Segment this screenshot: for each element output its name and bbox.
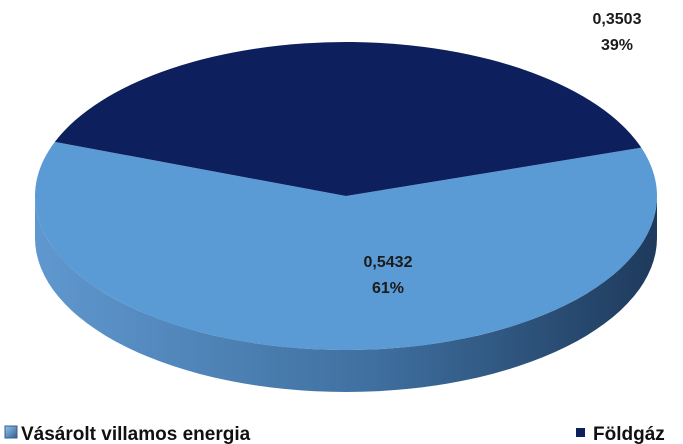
legend-label-villamos: Vásárolt villamos energia <box>21 424 251 444</box>
pie-top <box>34 42 658 351</box>
slice-value-label-2: 0,3503 <box>593 11 642 28</box>
legend-item-villamos: Vásárolt villamos energia <box>4 424 251 444</box>
legend-label-foldgaz: Földgáz <box>593 424 665 444</box>
legend-swatch-villamos <box>4 425 18 439</box>
pie-side-wall <box>35 196 657 392</box>
legend: Vásárolt villamos energia Földgáz <box>4 424 665 444</box>
pie-slice-villamos <box>34 141 658 351</box>
slice-percent-label-2: 39% <box>601 37 633 54</box>
slice-percent-label-1: 61% <box>372 280 404 297</box>
legend-item-foldgaz: Földgáz <box>576 424 665 444</box>
pie-slice-foldgaz <box>54 42 642 196</box>
slice-value-label-1: 0,5432 <box>364 254 413 271</box>
pie-side <box>35 196 657 392</box>
legend-swatch-foldgaz <box>576 428 585 437</box>
data-labels: 0,5432 61% 0,3503 39% <box>364 11 642 297</box>
